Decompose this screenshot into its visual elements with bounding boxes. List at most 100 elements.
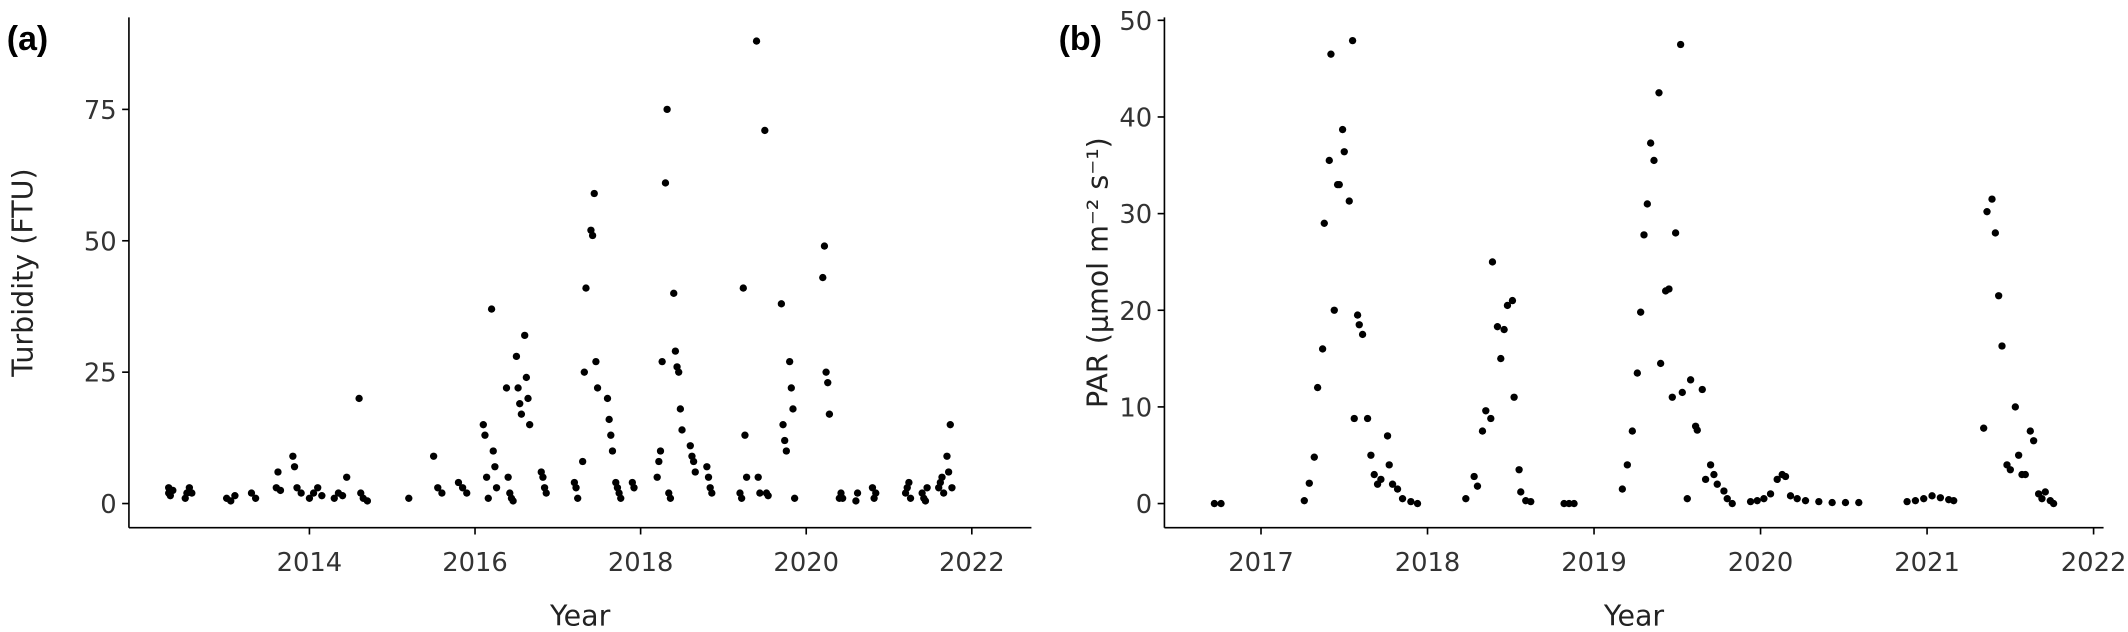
data-point <box>686 442 694 450</box>
data-point <box>1676 40 1685 49</box>
data-point <box>1793 495 1801 503</box>
data-point <box>2014 451 2023 459</box>
data-point <box>1753 496 1761 505</box>
data-point <box>1318 345 1327 353</box>
data-point <box>781 436 789 445</box>
data-point <box>1650 156 1658 165</box>
data-point <box>309 489 318 497</box>
data-point <box>906 494 915 502</box>
data-point <box>820 242 829 250</box>
data-point <box>1781 472 1790 481</box>
data-point <box>1668 393 1676 401</box>
y-tick-label: 10 <box>1119 393 1152 423</box>
x-tick-label: 2020 <box>773 548 839 578</box>
data-point <box>1928 492 1936 500</box>
data-point <box>790 494 799 502</box>
data-point <box>1701 475 1710 484</box>
data-point <box>1665 285 1673 293</box>
data-point <box>1710 470 1718 479</box>
data-point <box>822 368 830 376</box>
data-point <box>305 494 314 502</box>
data-point <box>708 489 716 497</box>
data-point <box>274 468 282 476</box>
x-axis-title: Year <box>549 599 611 632</box>
data-point <box>1646 139 1655 147</box>
data-point <box>290 463 299 471</box>
data-point <box>1345 197 1353 205</box>
data-point <box>1671 229 1680 237</box>
data-point <box>1353 311 1362 319</box>
data-point <box>1936 494 1945 502</box>
data-point <box>512 352 521 361</box>
data-point <box>314 484 322 492</box>
data-point <box>603 394 612 403</box>
data-point <box>289 452 297 460</box>
data-point <box>777 300 786 308</box>
data-point <box>580 368 588 376</box>
y-tick-label: 50 <box>84 227 117 257</box>
data-point <box>247 489 256 497</box>
y-tick-label: 0 <box>100 490 116 520</box>
data-point <box>458 484 467 492</box>
data-point <box>405 494 413 502</box>
data-point <box>1655 89 1663 97</box>
data-point <box>653 473 661 481</box>
data-point <box>921 497 930 505</box>
data-point <box>741 431 749 439</box>
data-point <box>492 484 501 492</box>
data-point <box>764 491 772 500</box>
y-tick-label: 30 <box>1119 200 1152 230</box>
x-tick-label: 2022 <box>2061 548 2127 578</box>
data-point <box>1911 496 1920 505</box>
y-tick-label: 50 <box>1119 7 1152 37</box>
data-point <box>1988 195 1996 203</box>
data-point <box>355 394 363 403</box>
data-point <box>542 489 550 497</box>
data-point <box>938 473 946 481</box>
data-point <box>343 473 351 481</box>
x-tick-label: 2016 <box>442 548 508 578</box>
data-point <box>1487 414 1495 423</box>
data-point <box>905 478 913 487</box>
data-point <box>630 484 638 492</box>
x-tick-label: 2014 <box>277 548 343 578</box>
data-point <box>297 489 305 497</box>
data-point <box>582 284 590 292</box>
data-point <box>293 484 301 492</box>
data-point <box>1517 488 1525 496</box>
data-point <box>2041 488 2049 496</box>
data-point <box>1801 496 1810 505</box>
data-point <box>1488 258 1497 266</box>
data-point <box>782 447 791 455</box>
x-axis-title: Year <box>1603 599 1665 632</box>
data-point <box>2049 499 2058 508</box>
data-point <box>590 189 598 198</box>
data-point <box>1618 485 1627 493</box>
data-point <box>1686 376 1695 384</box>
data-point <box>524 394 532 403</box>
data-point <box>526 421 534 429</box>
data-point <box>481 431 489 439</box>
data-point <box>429 452 438 460</box>
data-point <box>509 497 517 505</box>
x-tick-label: 2020 <box>1728 548 1794 578</box>
data-point <box>825 410 834 418</box>
data-point <box>1330 306 1338 314</box>
data-point <box>739 284 747 292</box>
data-point <box>1841 498 1850 507</box>
data-point <box>852 497 860 505</box>
data-point <box>1640 231 1648 239</box>
data-point <box>1335 180 1343 189</box>
panel-label: (b) <box>1059 20 1102 58</box>
data-point <box>872 489 880 497</box>
data-point <box>1720 487 1728 495</box>
data-point <box>1473 482 1482 490</box>
data-point <box>608 447 617 455</box>
data-point <box>1983 208 1991 216</box>
data-point <box>338 491 347 500</box>
data-point <box>838 494 847 502</box>
data-point <box>1815 497 1823 506</box>
data-point <box>1478 427 1487 435</box>
data-point <box>514 384 522 392</box>
data-point <box>1338 125 1347 134</box>
